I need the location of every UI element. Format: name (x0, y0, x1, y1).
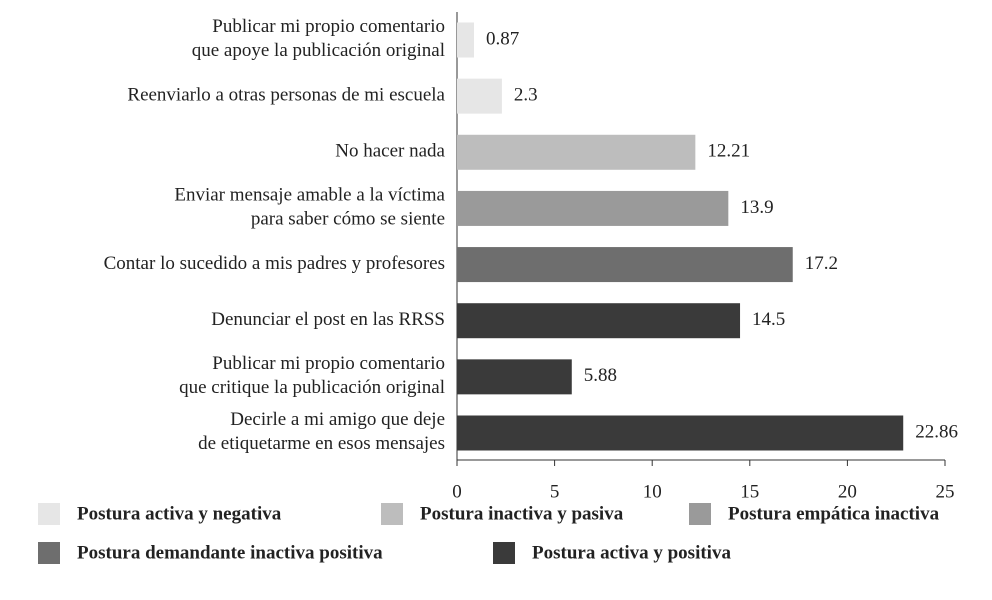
legend-swatch (381, 503, 403, 525)
y-tick-label: Reenviarlo a otras personas de mi escuel… (127, 85, 445, 106)
bar (457, 190, 729, 226)
y-tick-label: Contar lo sucedido a mis padres y profes… (104, 253, 445, 274)
y-tick-label: Enviar mensaje amable a la víctima para s… (174, 185, 445, 230)
legend-label: Postura inactiva y pasiva (420, 503, 624, 524)
y-tick-label: Publicar mi propio comentario que apoye l… (192, 16, 445, 61)
y-tick-label: Denunciar el post en las RRSS (211, 309, 445, 330)
legend-label: Postura empática inactiva (728, 503, 940, 524)
bar (457, 134, 696, 170)
bar (457, 247, 793, 283)
bar (457, 78, 502, 114)
y-tick-label: No hacer nada (335, 141, 445, 162)
value-label: 14.5 (752, 309, 785, 330)
bar (457, 22, 474, 58)
legend-swatch (493, 542, 515, 564)
legend-label: Postura activa y negativa (77, 503, 282, 524)
x-tick-label: 5 (550, 481, 560, 502)
x-tick-label: 15 (740, 481, 759, 502)
value-label: 5.88 (584, 365, 617, 386)
x-tick-label: 20 (838, 481, 857, 502)
bar (457, 359, 572, 395)
y-tick-label: Decirle a mi amigo que deje de etiquetarm… (198, 409, 445, 454)
value-label: 12.21 (707, 141, 750, 162)
y-tick-label: Publicar mi propio comentario que critiqu… (179, 353, 445, 398)
bar (457, 303, 741, 339)
legend-label: Postura demandante inactiva positiva (77, 542, 383, 563)
value-label: 2.3 (514, 85, 538, 106)
bar (457, 415, 904, 451)
value-label: 17.2 (805, 253, 838, 274)
value-label: 0.87 (486, 28, 519, 49)
legend-swatch (38, 542, 60, 564)
legend-label: Postura activa y positiva (532, 542, 731, 563)
x-tick-label: 25 (936, 481, 955, 502)
legend-swatch (38, 503, 60, 525)
value-label: 22.86 (915, 421, 958, 442)
x-tick-label: 0 (452, 481, 462, 502)
legend-swatch (689, 503, 711, 525)
x-tick-label: 10 (643, 481, 662, 502)
value-label: 13.9 (740, 197, 773, 218)
